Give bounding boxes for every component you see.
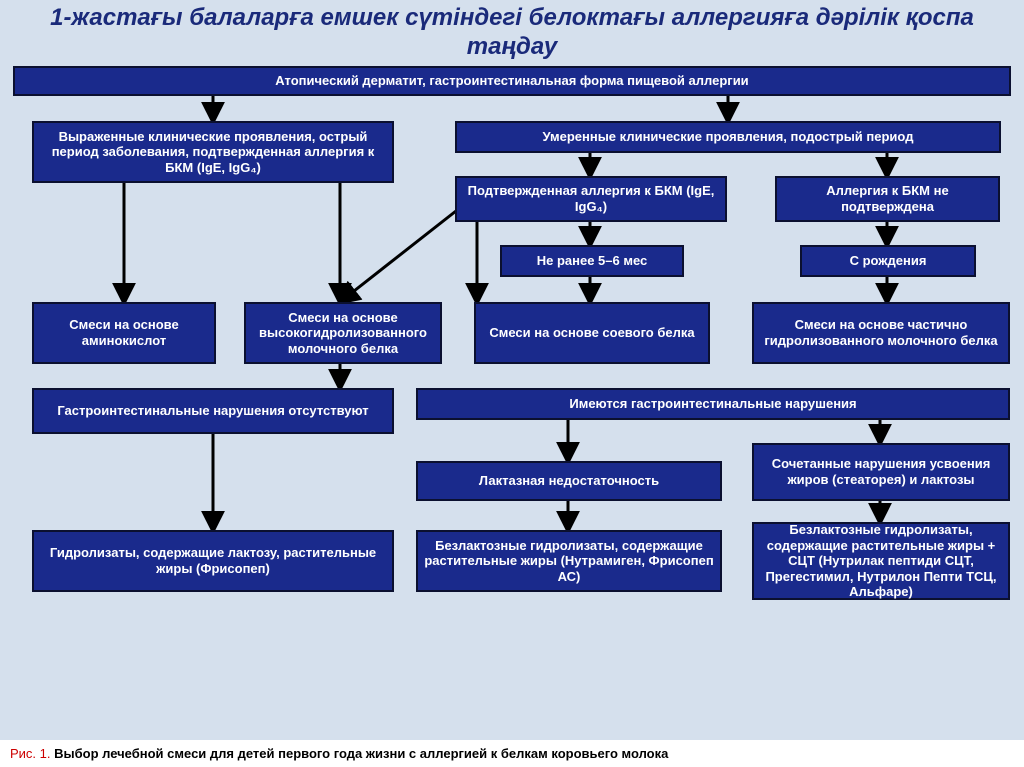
flow-node-n14: Лактазная недостаточность xyxy=(416,461,722,501)
node-label: Не ранее 5–6 мес xyxy=(537,253,648,269)
arrow xyxy=(340,200,470,302)
flow-node-n11: Смеси на основе частично гидролизованног… xyxy=(752,302,1010,364)
arrow-layer xyxy=(0,0,1024,767)
flow-node-n10: Смеси на основе соевого белка xyxy=(474,302,710,364)
flow-node-n13: Имеются гастроинтестинальные нарушения xyxy=(416,388,1010,420)
flow-node-n9: Смеси на основе высокогидролизованного м… xyxy=(244,302,442,364)
node-label: Сочетанные нарушения усвоения жиров (сте… xyxy=(760,456,1002,487)
flow-node-n17: Безлактозные гидролизаты, содержащие рас… xyxy=(416,530,722,592)
node-label: Гидролизаты, содержащие лактозу, растите… xyxy=(40,545,386,576)
flow-node-n8: Смеси на основе аминокислот xyxy=(32,302,216,364)
node-label: Безлактозные гидролизаты, содержащие рас… xyxy=(424,538,714,585)
flow-node-n16: Гидролизаты, содержащие лактозу, растите… xyxy=(32,530,394,592)
flow-node-n5: Аллергия к БКМ не подтверждена xyxy=(775,176,1000,222)
node-label: Аллергия к БКМ не подтверждена xyxy=(783,183,992,214)
node-label: Атопический дерматит, гастроинтестинальн… xyxy=(275,73,748,89)
node-label: Подтвержденная аллергия к БКМ (IgE, IgG₄… xyxy=(463,183,719,214)
flow-node-n7: С рождения xyxy=(800,245,976,277)
node-label: Смеси на основе аминокислот xyxy=(40,317,208,348)
flow-node-n2: Выраженные клинические проявления, остры… xyxy=(32,121,394,183)
flow-node-n3: Умеренные клинические проявления, подост… xyxy=(455,121,1001,153)
node-label: Смеси на основе высокогидролизованного м… xyxy=(252,310,434,357)
node-label: Выраженные клинические проявления, остры… xyxy=(40,129,386,176)
page-title: 1-жастағы балаларға емшек сүтіндегі бело… xyxy=(0,0,1024,68)
title-text: 1-жастағы балаларға емшек сүтіндегі бело… xyxy=(50,4,974,60)
flow-node-n1: Атопический дерматит, гастроинтестинальн… xyxy=(13,66,1011,96)
node-label: С рождения xyxy=(850,253,927,269)
node-label: Безлактозные гидролизаты, содержащие рас… xyxy=(760,522,1002,600)
flow-node-n4: Подтвержденная аллергия к БКМ (IgE, IgG₄… xyxy=(455,176,727,222)
node-label: Смеси на основе частично гидролизованног… xyxy=(760,317,1002,348)
caption-text: Выбор лечебной смеси для детей первого г… xyxy=(54,746,668,761)
node-label: Смеси на основе соевого белка xyxy=(489,325,694,341)
flow-node-n6: Не ранее 5–6 мес xyxy=(500,245,684,277)
caption-prefix: Рис. 1. xyxy=(10,746,51,761)
figure-caption: Рис. 1. Выбор лечебной смеси для детей п… xyxy=(0,740,1024,767)
flow-node-n18: Безлактозные гидролизаты, содержащие рас… xyxy=(752,522,1010,600)
node-label: Имеются гастроинтестинальные нарушения xyxy=(569,396,856,412)
flow-node-n15: Сочетанные нарушения усвоения жиров (сте… xyxy=(752,443,1010,501)
flow-node-n12: Гастроинтестинальные нарушения отсутству… xyxy=(32,388,394,434)
node-label: Гастроинтестинальные нарушения отсутству… xyxy=(57,403,368,419)
node-label: Умеренные клинические проявления, подост… xyxy=(543,129,914,145)
node-label: Лактазная недостаточность xyxy=(479,473,659,489)
